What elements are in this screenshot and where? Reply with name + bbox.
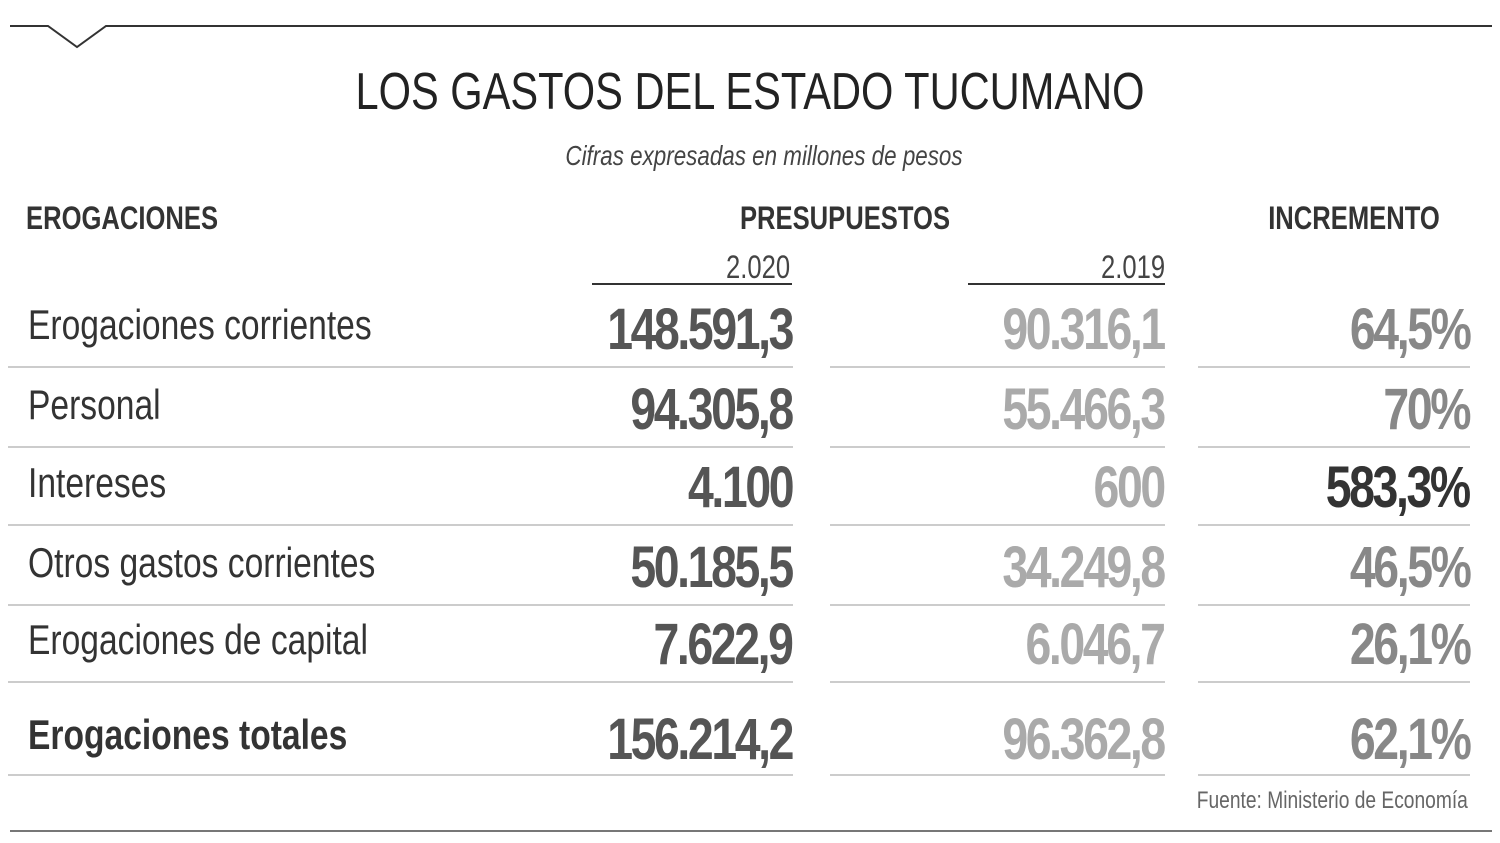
subtitle: Cifras expresadas en millones de pesos: [565, 140, 963, 171]
cell-increment: 26,1%: [1349, 612, 1471, 677]
cell-increment: 46,5%: [1349, 535, 1471, 600]
row-rule: [1198, 774, 1470, 776]
row-rule: [1198, 366, 1470, 368]
cell-increment: 70%: [1383, 377, 1471, 442]
title: LOS GASTOS DEL ESTADO TUCUMANO: [355, 63, 1145, 121]
row-label: Erogaciones de capital: [28, 616, 368, 663]
row-rule: [8, 774, 793, 776]
cell-2019: 55.466,3: [1002, 377, 1167, 442]
row-rule: [8, 681, 793, 683]
row-label: Erogaciones totales: [28, 711, 348, 758]
cell-increment: 62,1%: [1349, 707, 1471, 772]
cell-2019: 96.362,8: [1002, 707, 1167, 772]
row-rule: [830, 604, 1165, 606]
cell-2019: 600: [1093, 455, 1167, 520]
row-rule: [1198, 681, 1470, 683]
column-header: PRESUPUESTOS: [739, 200, 951, 236]
year-label: 2.020: [725, 249, 790, 285]
year-label: 2.019: [1100, 249, 1165, 285]
row-rule: [8, 446, 793, 448]
row-rule: [8, 604, 793, 606]
row-label: Personal: [28, 381, 161, 428]
cell-increment: 64,5%: [1349, 297, 1471, 362]
year-underline: [592, 283, 792, 285]
row-rule: [1198, 524, 1470, 526]
year-underline: [968, 283, 1165, 285]
source: Fuente: Ministerio de Economía: [1196, 787, 1468, 814]
row-label: Intereses: [28, 459, 167, 506]
row-rule: [8, 524, 793, 526]
row-label: Erogaciones corrientes: [28, 301, 372, 348]
cell-2020: 156.214,2: [607, 707, 794, 772]
cell-2019: 90.316,1: [1002, 297, 1167, 362]
cell-increment: 583,3%: [1326, 455, 1471, 520]
row-rule: [830, 366, 1165, 368]
cell-2019: 6.046,7: [1025, 612, 1166, 677]
top-rule: [10, 25, 1492, 49]
cell-2020: 4.100: [687, 455, 795, 520]
cell-2020: 7.622,9: [653, 612, 794, 677]
column-header: EROGACIONES: [26, 200, 219, 236]
column-header: INCREMENTO: [1268, 200, 1440, 236]
row-rule: [830, 774, 1165, 776]
cell-2020: 148.591,3: [607, 297, 794, 362]
row-rule: [830, 681, 1165, 683]
row-rule: [1198, 604, 1470, 606]
row-label: Otros gastos corrientes: [28, 539, 376, 586]
cell-2019: 34.249,8: [1002, 535, 1167, 600]
cell-2020: 50.185,5: [630, 535, 795, 600]
cell-2020: 94.305,8: [630, 377, 795, 442]
row-rule: [8, 366, 793, 368]
row-rule: [830, 524, 1165, 526]
row-rule: [1198, 446, 1470, 448]
row-rule: [830, 446, 1165, 448]
